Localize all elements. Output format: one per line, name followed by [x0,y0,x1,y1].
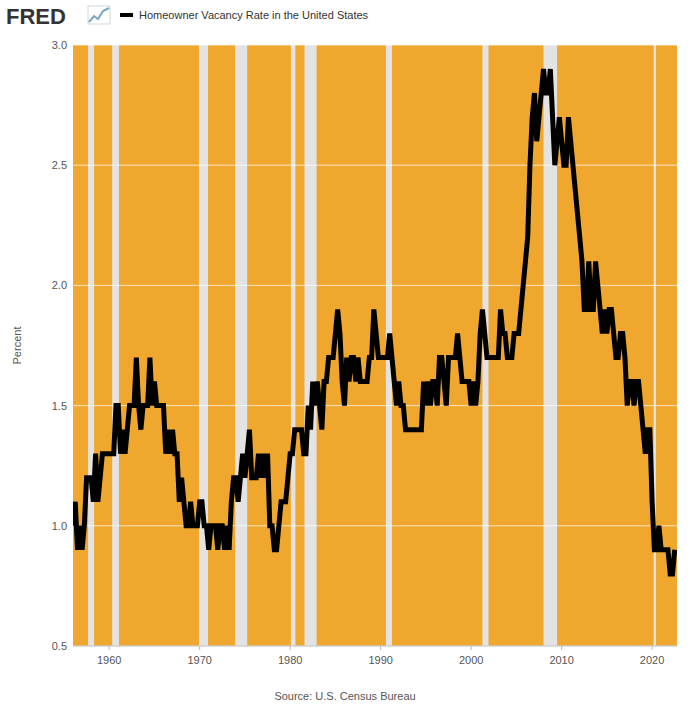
x-tick [561,646,562,650]
legend-label: Homeowner Vacancy Rate in the United Sta… [139,9,369,21]
x-tick-label: 2010 [549,654,573,666]
source: Source: U.S. Census Bureau [274,690,415,702]
y-tick-label: 1.0 [52,520,67,532]
y-tick-label: 2.0 [52,279,67,291]
recession-band [235,45,247,646]
x-tick [652,646,653,650]
x-tick [380,646,381,650]
y-tick-label: 1.5 [52,400,67,412]
recession-band [88,45,94,646]
legend-swatch [120,13,133,17]
x-tick-label: 1970 [187,654,211,666]
series-line [73,69,675,574]
grid-line [73,165,677,166]
logo-line [89,8,109,22]
plot-area [73,45,677,646]
grid-line [73,525,677,526]
recession-band [112,45,119,646]
logo-icon [88,6,110,24]
recession-band [304,45,316,646]
x-tick-label: 2020 [640,654,664,666]
chart: FRED Homeowner Vacancy Rate in the United… [0,0,694,706]
y-tick-label: 0.5 [52,640,67,652]
x-tick-label: 1960 [97,654,121,666]
recession-band [654,45,656,646]
y-axis-label: Percent [11,327,23,365]
x-tick-label: 1980 [278,654,302,666]
x-tick [109,646,110,650]
y-tick-label: 3.0 [52,39,67,51]
grid-line [73,45,677,46]
x-tick [290,646,291,650]
background [0,0,694,706]
plot-content [73,45,677,646]
recession-band [199,45,208,646]
x-axis-line [73,646,677,647]
x-tick-label: 2000 [459,654,483,666]
recession-band [291,45,296,646]
logo-box [88,6,110,24]
y-tick-label: 2.5 [52,159,67,171]
x-tick [199,646,200,650]
x-tick [471,646,472,650]
grid-line [73,646,677,647]
logo: FRED [6,4,66,29]
x-tick-label: 1990 [368,654,392,666]
